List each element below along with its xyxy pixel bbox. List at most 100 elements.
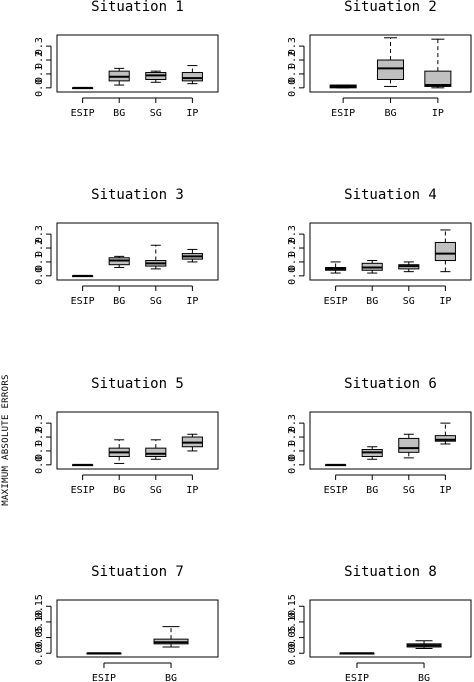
x-tick-label: ESIP — [331, 108, 355, 119]
x-tick-label: BG — [384, 108, 396, 119]
chart-panel-2: Situation 2 0.00.10.20.3 ESIP BG IP — [287, 0, 472, 119]
box-body — [434, 241, 456, 262]
plot-frame — [56, 599, 219, 658]
y-tick-label: 0.1 — [34, 442, 45, 460]
y-tick-label: 0.10 — [34, 610, 45, 634]
y-tick-label: 0.00 — [34, 641, 45, 665]
box-esip — [325, 463, 347, 467]
box-sg — [398, 261, 420, 273]
y-tick-label: 0.15 — [287, 594, 298, 618]
chart-panel-8: Situation 8 0.000.050.100.15 ESIP BG — [287, 564, 472, 682]
y-tick-label: 0.05 — [287, 626, 298, 650]
y-tick-label: 0.0 — [287, 456, 298, 474]
chart-title: Situation 2 — [344, 0, 437, 15]
x-tick-label: BG — [366, 485, 378, 496]
y-tick-label: 0.2 — [287, 428, 298, 446]
box-esip — [86, 652, 122, 655]
chart-panel-1: Situation 1 0.00.10.20.3 ESIP BG SG IP — [34, 0, 219, 119]
y-tick-label: 0.1 — [34, 253, 45, 271]
y-tick-label: 0.3 — [34, 414, 45, 432]
box-body — [434, 435, 456, 442]
y-tick-label: 0.3 — [287, 37, 298, 55]
chart-title: Situation 1 — [91, 0, 184, 15]
y-tick-label: 0.0 — [287, 267, 298, 285]
chart-panel-6: Situation 6 0.00.10.20.3 ESIP BG SG IP — [287, 376, 472, 496]
x-tick-label: SG — [150, 296, 162, 307]
x-tick-label: IP — [186, 108, 198, 119]
plot-frame — [309, 411, 472, 470]
box-ip — [434, 229, 456, 273]
y-tick-label: 0.3 — [34, 37, 45, 55]
box-bg — [361, 260, 383, 274]
box-bg — [376, 37, 405, 87]
chart-title: Situation 5 — [91, 376, 184, 392]
box-sg — [145, 439, 167, 460]
box-ip — [181, 65, 203, 85]
chart-panel-4: Situation 4 0.00.10.20.3 ESIP BG SG IP — [287, 187, 472, 307]
x-tick-label: BG — [366, 296, 378, 307]
x-tick-label: IP — [186, 485, 198, 496]
box-esip — [325, 261, 347, 274]
x-tick-label: ESIP — [71, 485, 95, 496]
y-tick-label: 0.2 — [34, 239, 45, 257]
box-esip — [72, 463, 94, 467]
x-tick-label: IP — [439, 296, 451, 307]
box-esip — [329, 84, 357, 89]
chart-title: Situation 7 — [91, 564, 184, 580]
y-tick-label: 0.3 — [287, 225, 298, 243]
y-tick-label: 0.3 — [34, 225, 45, 243]
box-bg — [361, 446, 383, 460]
x-tick-label: IP — [432, 108, 444, 119]
y-tick-label: 0.05 — [34, 626, 45, 650]
y-tick-label: 0.1 — [287, 253, 298, 271]
x-tick-label: SG — [403, 485, 415, 496]
y-tick-label: 0.2 — [34, 51, 45, 69]
box-esip — [72, 274, 94, 278]
y-tick-label: 0.1 — [287, 442, 298, 460]
y-tick-label: 0.15 — [34, 594, 45, 618]
chart-panel-7: Situation 7 0.000.050.100.15 ESIP BG — [34, 564, 219, 682]
x-tick-label: SG — [150, 485, 162, 496]
plot-frame — [309, 599, 472, 658]
chart-title: Situation 6 — [344, 376, 437, 392]
box-bg — [108, 255, 130, 268]
box-sg — [145, 70, 167, 83]
y-axis-label: MAXIMUM ABSOLUTE ERRORS — [1, 374, 11, 506]
box-sg — [398, 433, 420, 459]
y-tick-label: 0.0 — [34, 456, 45, 474]
x-tick-label: IP — [439, 485, 451, 496]
x-tick-label: ESIP — [324, 296, 348, 307]
y-tick-label: 0.0 — [287, 79, 298, 97]
x-tick-label: ESIP — [71, 296, 95, 307]
x-tick-label: SG — [403, 296, 415, 307]
x-tick-label: BG — [113, 296, 125, 307]
chart-title: Situation 4 — [344, 187, 437, 203]
x-tick-label: ESIP — [71, 108, 95, 119]
box-ip — [181, 433, 203, 452]
box-esip — [72, 86, 94, 90]
x-tick-label: BG — [165, 673, 177, 682]
box-body — [181, 72, 203, 82]
x-tick-label: ESIP — [345, 673, 369, 682]
plot-frame — [309, 222, 472, 281]
box-bg — [153, 626, 189, 648]
plot-frame — [56, 411, 219, 470]
box-ip — [181, 248, 203, 263]
box-bg — [108, 67, 130, 86]
chart-panel-5: Situation 5 0.00.10.20.3 ESIP BG SG IP — [34, 376, 219, 496]
x-tick-label: SG — [150, 108, 162, 119]
y-tick-label: 0.10 — [287, 610, 298, 634]
chart-title: Situation 8 — [344, 564, 437, 580]
box-bg — [108, 439, 130, 464]
box-body — [398, 437, 420, 453]
y-tick-label: 0.0 — [34, 79, 45, 97]
box-ip — [424, 38, 452, 89]
box-esip — [339, 652, 375, 655]
y-tick-label: 0.2 — [287, 239, 298, 257]
chart-panel-3: Situation 3 0.00.10.20.3 ESIP BG SG IP — [34, 187, 219, 307]
box-body — [424, 70, 452, 87]
plot-frame — [56, 222, 219, 281]
y-tick-label: 0.2 — [287, 51, 298, 69]
y-tick-label: 0.3 — [287, 414, 298, 432]
